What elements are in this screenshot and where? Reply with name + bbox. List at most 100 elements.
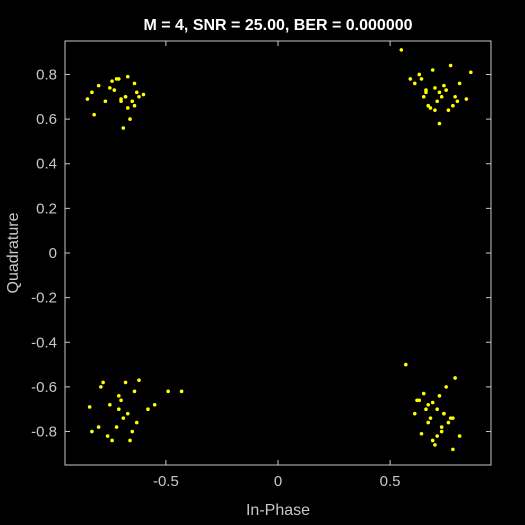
data-point bbox=[87, 405, 92, 409]
y-tick-label: -0.4 bbox=[31, 334, 57, 351]
data-point bbox=[108, 86, 112, 90]
data-point bbox=[130, 99, 135, 104]
data-point bbox=[119, 99, 123, 104]
data-point bbox=[408, 77, 413, 81]
data-point bbox=[117, 407, 121, 412]
data-point bbox=[121, 126, 126, 130]
y-tick-label: 0.8 bbox=[36, 66, 57, 83]
y-tick-label: 0 bbox=[49, 245, 57, 262]
data-point bbox=[90, 90, 94, 95]
data-point bbox=[134, 420, 139, 425]
data-point bbox=[125, 411, 130, 416]
data-point bbox=[442, 411, 446, 416]
data-point bbox=[134, 90, 139, 95]
data-point bbox=[421, 94, 426, 99]
data-point bbox=[439, 94, 444, 99]
data-point bbox=[141, 92, 146, 97]
axes-frame bbox=[64, 40, 492, 466]
data-point bbox=[117, 394, 121, 398]
data-point bbox=[469, 70, 473, 75]
data-point bbox=[90, 429, 94, 434]
data-point bbox=[137, 94, 141, 99]
data-point bbox=[428, 416, 433, 420]
data-point bbox=[399, 48, 404, 52]
data-point bbox=[435, 99, 439, 104]
data-point bbox=[166, 389, 170, 394]
data-point bbox=[430, 68, 435, 72]
data-point bbox=[114, 77, 119, 81]
data-point bbox=[85, 97, 90, 101]
data-point bbox=[435, 407, 439, 412]
x-axis: -0.5 0 0.5 bbox=[153, 41, 401, 490]
data-point bbox=[435, 434, 439, 438]
data-point bbox=[105, 434, 110, 438]
data-point bbox=[451, 447, 455, 452]
data-point bbox=[132, 81, 137, 86]
data-point bbox=[451, 416, 455, 420]
data-point bbox=[426, 103, 431, 108]
data-point bbox=[92, 112, 96, 117]
data-point bbox=[437, 121, 442, 126]
data-point bbox=[444, 385, 448, 389]
data-point bbox=[437, 90, 442, 95]
data-point bbox=[417, 72, 422, 77]
data-point bbox=[152, 402, 157, 407]
data-point bbox=[433, 443, 437, 447]
data-point bbox=[128, 438, 132, 443]
data-point bbox=[101, 380, 105, 385]
data-point bbox=[430, 438, 435, 443]
data-point bbox=[433, 86, 437, 90]
x-axis-label: In-Phase bbox=[246, 502, 310, 519]
data-point bbox=[421, 391, 426, 396]
data-point bbox=[426, 420, 431, 425]
data-point bbox=[123, 380, 128, 385]
data-point bbox=[108, 402, 112, 407]
x-tick-label: 0 bbox=[274, 473, 282, 490]
data-point bbox=[132, 389, 137, 394]
chart-title: M = 4, SNR = 25.00, BER = 0.000000 bbox=[143, 17, 412, 34]
data-point bbox=[424, 90, 428, 95]
data-point bbox=[112, 88, 117, 92]
data-point bbox=[439, 425, 444, 429]
data-point bbox=[439, 429, 444, 434]
y-tick-label: -0.6 bbox=[31, 379, 57, 396]
data-point bbox=[446, 420, 451, 425]
data-point bbox=[103, 99, 108, 104]
data-point bbox=[121, 416, 126, 420]
data-point bbox=[137, 378, 141, 383]
data-point bbox=[415, 398, 419, 403]
data-point bbox=[110, 79, 114, 83]
data-point bbox=[99, 385, 103, 389]
data-point bbox=[404, 362, 408, 367]
data-points bbox=[85, 48, 473, 452]
data-point bbox=[179, 389, 184, 394]
x-tick-label: -0.5 bbox=[153, 473, 179, 490]
y-axis-label: Quadrature bbox=[5, 212, 22, 293]
data-point bbox=[412, 411, 417, 416]
data-point bbox=[451, 103, 455, 108]
data-point bbox=[442, 83, 446, 88]
data-point bbox=[424, 407, 428, 412]
data-point bbox=[119, 398, 123, 403]
y-tick-label: 0.2 bbox=[36, 200, 57, 217]
y-axis: -0.8 -0.6 -0.4 -0.2 0 0.2 0.4 0.6 0.8 bbox=[31, 66, 491, 441]
plot-area bbox=[64, 40, 492, 466]
data-point bbox=[132, 103, 137, 108]
data-point bbox=[114, 425, 119, 429]
y-tick-label: 0.6 bbox=[36, 111, 57, 128]
data-point bbox=[453, 376, 457, 380]
data-point bbox=[130, 429, 135, 434]
data-point bbox=[128, 117, 132, 121]
data-point bbox=[453, 94, 457, 99]
data-point bbox=[96, 83, 101, 88]
data-point bbox=[457, 81, 462, 86]
data-point bbox=[419, 431, 424, 436]
data-point bbox=[125, 74, 130, 79]
data-point bbox=[123, 94, 128, 99]
data-point bbox=[430, 400, 435, 405]
data-point bbox=[446, 108, 451, 112]
data-point bbox=[96, 425, 101, 429]
data-point bbox=[146, 407, 150, 412]
